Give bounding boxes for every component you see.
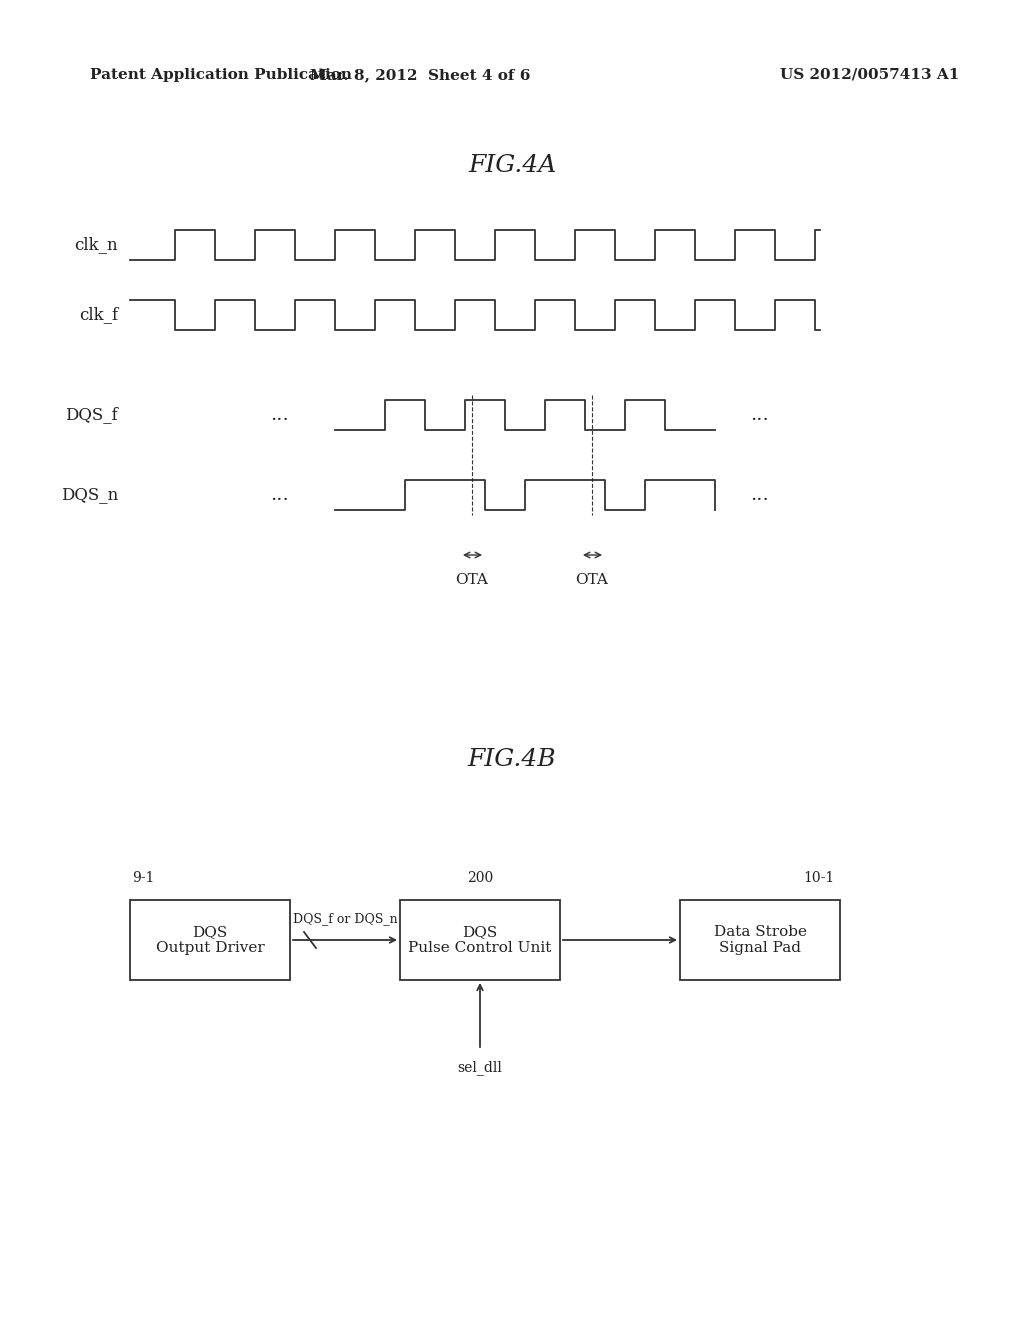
Text: OTA: OTA (575, 573, 608, 587)
Text: ...: ... (751, 486, 769, 504)
Text: Data Strobe
Signal Pad: Data Strobe Signal Pad (714, 925, 807, 956)
FancyBboxPatch shape (130, 900, 290, 979)
FancyBboxPatch shape (680, 900, 840, 979)
Text: Patent Application Publication: Patent Application Publication (90, 69, 352, 82)
Text: 10-1: 10-1 (804, 871, 835, 884)
Text: ...: ... (751, 407, 769, 424)
Text: 200: 200 (467, 871, 494, 884)
Text: DQS
Pulse Control Unit: DQS Pulse Control Unit (409, 925, 552, 956)
Text: DQS_n: DQS_n (60, 487, 118, 503)
Text: clk_f: clk_f (79, 306, 118, 323)
Text: FIG.4B: FIG.4B (468, 748, 556, 771)
Text: sel_dll: sel_dll (458, 1060, 503, 1074)
Text: ...: ... (270, 486, 290, 504)
FancyBboxPatch shape (400, 900, 560, 979)
Text: ...: ... (270, 407, 290, 424)
Text: DQS_f or DQS_n: DQS_f or DQS_n (293, 912, 397, 925)
Text: OTA: OTA (456, 573, 488, 587)
Text: Mar. 8, 2012  Sheet 4 of 6: Mar. 8, 2012 Sheet 4 of 6 (310, 69, 530, 82)
Text: clk_n: clk_n (75, 236, 118, 253)
Text: 9-1: 9-1 (132, 871, 155, 884)
Text: DQS
Output Driver: DQS Output Driver (156, 925, 264, 956)
Text: DQS_f: DQS_f (66, 407, 118, 424)
Text: FIG.4A: FIG.4A (468, 153, 556, 177)
Text: US 2012/0057413 A1: US 2012/0057413 A1 (780, 69, 959, 82)
